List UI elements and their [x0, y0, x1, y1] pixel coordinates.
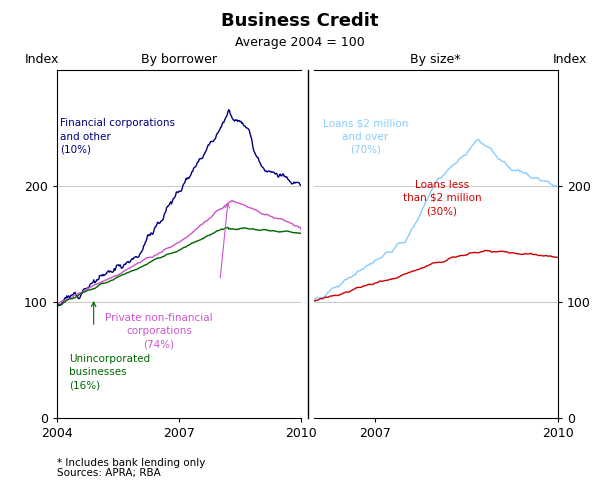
- Text: Index: Index: [553, 53, 587, 66]
- Text: Loans less
than $2 million
(30%): Loans less than $2 million (30%): [403, 180, 481, 216]
- Text: Private non-financial
corporations
(74%): Private non-financial corporations (74%): [105, 313, 212, 349]
- Text: By size*: By size*: [410, 53, 461, 66]
- Text: Loans $2 million
and over
(70%): Loans $2 million and over (70%): [323, 118, 408, 155]
- Text: Business Credit: Business Credit: [221, 12, 379, 30]
- Text: Financial corporations
and other
(10%): Financial corporations and other (10%): [60, 118, 175, 155]
- Text: Sources: APRA; RBA: Sources: APRA; RBA: [57, 468, 161, 478]
- Text: Average 2004 = 100: Average 2004 = 100: [235, 36, 365, 49]
- Text: By borrower: By borrower: [141, 53, 217, 66]
- Text: Unincorporated
businesses
(16%): Unincorporated businesses (16%): [69, 354, 151, 390]
- Text: * Includes bank lending only: * Includes bank lending only: [57, 458, 205, 468]
- Text: Index: Index: [25, 53, 59, 66]
